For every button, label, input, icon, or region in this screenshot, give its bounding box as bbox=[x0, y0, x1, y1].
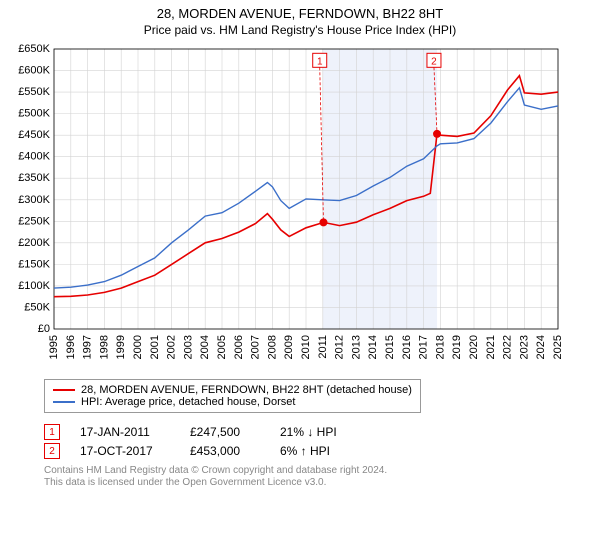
footnote-line1: Contains HM Land Registry data © Crown c… bbox=[44, 465, 584, 477]
footnote-line2: This data is licensed under the Open Gov… bbox=[44, 477, 584, 489]
svg-text:2018: 2018 bbox=[434, 335, 446, 359]
svg-text:2011: 2011 bbox=[317, 335, 329, 359]
legend: 28, MORDEN AVENUE, FERNDOWN, BH22 8HT (d… bbox=[44, 379, 421, 413]
svg-text:1: 1 bbox=[317, 56, 323, 67]
svg-text:£300K: £300K bbox=[18, 194, 50, 206]
sale-row: 2 17-OCT-2017 £453,000 6% ↑ HPI bbox=[44, 443, 584, 459]
sale-row: 1 17-JAN-2011 £247,500 21% ↓ HPI bbox=[44, 424, 584, 440]
svg-text:1997: 1997 bbox=[82, 335, 94, 359]
svg-text:2025: 2025 bbox=[552, 335, 564, 359]
svg-text:£150K: £150K bbox=[18, 258, 50, 270]
legend-swatch bbox=[53, 389, 75, 391]
svg-text:2013: 2013 bbox=[350, 335, 362, 359]
svg-text:£450K: £450K bbox=[18, 129, 50, 141]
sale-delta: 21% ↓ HPI bbox=[280, 425, 380, 439]
svg-text:£500K: £500K bbox=[18, 108, 50, 120]
footnote: Contains HM Land Registry data © Crown c… bbox=[44, 465, 584, 489]
svg-text:2012: 2012 bbox=[334, 335, 346, 359]
svg-text:£50K: £50K bbox=[24, 301, 50, 313]
subtitle: Price paid vs. HM Land Registry's House … bbox=[6, 23, 594, 37]
legend-swatch bbox=[53, 401, 75, 403]
svg-text:2007: 2007 bbox=[250, 335, 262, 359]
svg-text:2022: 2022 bbox=[502, 335, 514, 359]
svg-text:1996: 1996 bbox=[65, 335, 77, 359]
svg-text:£250K: £250K bbox=[18, 215, 50, 227]
svg-text:2005: 2005 bbox=[216, 335, 228, 359]
legend-row: HPI: Average price, detached house, Dors… bbox=[53, 396, 412, 408]
sale-marker: 1 bbox=[44, 424, 60, 440]
svg-text:£550K: £550K bbox=[18, 86, 50, 98]
svg-text:£350K: £350K bbox=[18, 172, 50, 184]
sale-date: 17-OCT-2017 bbox=[80, 444, 190, 458]
svg-text:2004: 2004 bbox=[199, 335, 211, 359]
svg-text:£600K: £600K bbox=[18, 65, 50, 77]
svg-text:1999: 1999 bbox=[115, 335, 127, 359]
svg-text:£400K: £400K bbox=[18, 151, 50, 163]
chart: £0 £50K £100K £150K £200K £250K £300K £350K £400… bbox=[6, 43, 594, 373]
svg-text:2009: 2009 bbox=[283, 335, 295, 359]
svg-text:1998: 1998 bbox=[98, 335, 110, 359]
svg-text:2003: 2003 bbox=[182, 335, 194, 359]
svg-text:£650K: £650K bbox=[18, 43, 50, 55]
svg-text:2: 2 bbox=[431, 56, 437, 67]
svg-text:2001: 2001 bbox=[149, 335, 161, 359]
sale-delta: 6% ↑ HPI bbox=[280, 444, 380, 458]
page-title: 28, MORDEN AVENUE, FERNDOWN, BH22 8HT bbox=[6, 6, 594, 21]
svg-text:2021: 2021 bbox=[485, 335, 497, 359]
sale-price: £247,500 bbox=[190, 425, 280, 439]
svg-text:2020: 2020 bbox=[468, 335, 480, 359]
svg-text:£200K: £200K bbox=[18, 237, 50, 249]
svg-text:2016: 2016 bbox=[401, 335, 413, 359]
svg-text:2002: 2002 bbox=[166, 335, 178, 359]
legend-row: 28, MORDEN AVENUE, FERNDOWN, BH22 8HT (d… bbox=[53, 384, 412, 396]
sale-price: £453,000 bbox=[190, 444, 280, 458]
svg-text:2024: 2024 bbox=[535, 335, 547, 359]
svg-text:2015: 2015 bbox=[384, 335, 396, 359]
svg-text:2010: 2010 bbox=[300, 335, 312, 359]
sale-marker: 2 bbox=[44, 443, 60, 459]
svg-text:1995: 1995 bbox=[48, 335, 60, 359]
svg-text:2023: 2023 bbox=[518, 335, 530, 359]
sale-date: 17-JAN-2011 bbox=[80, 425, 190, 439]
svg-text:2017: 2017 bbox=[418, 335, 430, 359]
legend-label: 28, MORDEN AVENUE, FERNDOWN, BH22 8HT (d… bbox=[81, 384, 412, 396]
legend-label: HPI: Average price, detached house, Dors… bbox=[81, 396, 295, 408]
svg-text:2008: 2008 bbox=[266, 335, 278, 359]
chart-svg: £0 £50K £100K £150K £200K £250K £300K £350K £400… bbox=[6, 43, 566, 373]
svg-text:2006: 2006 bbox=[233, 335, 245, 359]
svg-text:2000: 2000 bbox=[132, 335, 144, 359]
svg-text:2019: 2019 bbox=[451, 335, 463, 359]
svg-text:2014: 2014 bbox=[367, 335, 379, 359]
svg-text:£0: £0 bbox=[38, 323, 50, 335]
sales-table: 1 17-JAN-2011 £247,500 21% ↓ HPI 2 17-OC… bbox=[6, 424, 594, 459]
svg-text:£100K: £100K bbox=[18, 280, 50, 292]
